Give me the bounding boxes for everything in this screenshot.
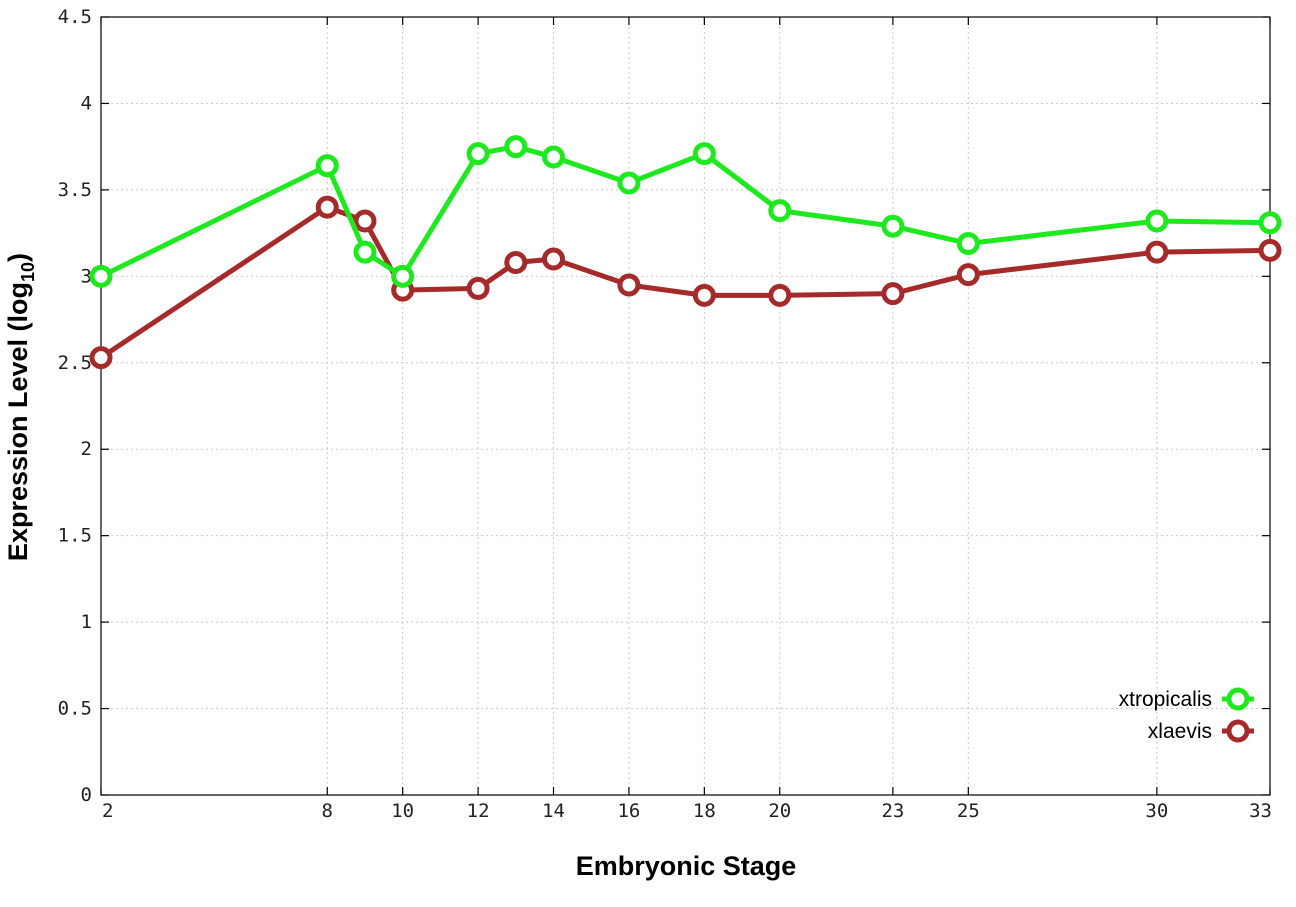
x-tick-label: 23 bbox=[881, 800, 904, 822]
x-tick-label: 18 bbox=[693, 800, 716, 822]
data-point-xtropicalis bbox=[768, 199, 792, 223]
legend-marker-xlaevis bbox=[1226, 719, 1250, 743]
data-point-xlaevis bbox=[881, 282, 905, 306]
data-point-xtropicalis bbox=[956, 231, 980, 255]
data-point-xlaevis bbox=[353, 209, 377, 233]
data-point-xlaevis bbox=[1145, 240, 1169, 264]
y-tick-label: 1.5 bbox=[58, 525, 92, 547]
data-point-xtropicalis bbox=[542, 145, 566, 169]
data-point-xlaevis bbox=[504, 251, 528, 275]
plot-frame bbox=[100, 16, 1271, 796]
data-point-xtropicalis bbox=[353, 240, 377, 264]
data-point-xtropicalis bbox=[881, 214, 905, 238]
series-line-xlaevis bbox=[99, 204, 1271, 360]
y-tick-label: 0.5 bbox=[58, 698, 92, 720]
data-point-xtropicalis bbox=[692, 142, 716, 166]
data-point-xlaevis bbox=[542, 247, 566, 271]
data-point-xtropicalis bbox=[391, 264, 415, 288]
x-axis-title: Embryonic Stage bbox=[576, 851, 797, 881]
legend-label-xtropicalis: xtropicalis bbox=[1119, 688, 1212, 711]
data-point-xlaevis bbox=[89, 346, 113, 370]
data-point-xtropicalis bbox=[504, 135, 528, 159]
data-point-xtropicalis bbox=[1258, 211, 1282, 235]
y-tick-label: 2.5 bbox=[58, 352, 92, 374]
x-tick-label: 16 bbox=[617, 800, 640, 822]
data-point-xtropicalis bbox=[315, 154, 339, 178]
legend: xtropicalis xlaevis bbox=[1119, 687, 1254, 743]
x-tick-label: 25 bbox=[957, 800, 980, 822]
y-tick-label: 3 bbox=[81, 265, 92, 287]
legend-marker-xtropicalis bbox=[1226, 687, 1250, 711]
x-tick-label: 10 bbox=[391, 800, 414, 822]
x-tick-label: 30 bbox=[1145, 800, 1168, 822]
y-tick-label: 0 bbox=[81, 784, 92, 806]
data-point-xtropicalis bbox=[617, 171, 641, 195]
data-point-xlaevis bbox=[617, 273, 641, 297]
data-point-xtropicalis bbox=[1145, 209, 1169, 233]
y-axis-title-end: ) bbox=[3, 253, 33, 262]
x-tick-label: 8 bbox=[322, 800, 333, 822]
data-point-xlaevis bbox=[466, 276, 490, 300]
data-point-xlaevis bbox=[956, 263, 980, 287]
tick-layer: 0 0.5 1 1.5 2 2.5 3 3.5 4 4.5 2 8 10 12 14 16 18 20 23 25 30… bbox=[58, 6, 1272, 822]
legend-label-xlaevis: xlaevis bbox=[1148, 720, 1212, 743]
x-tick-label: 12 bbox=[467, 800, 490, 822]
data-point-xtropicalis bbox=[89, 264, 113, 288]
data-point-xtropicalis bbox=[466, 142, 490, 166]
x-tick-label: 2 bbox=[102, 800, 113, 822]
y-axis-title-main: Expression Level (log bbox=[3, 282, 33, 561]
y-axis-title-subscript: 10 bbox=[18, 262, 38, 282]
data-point-xlaevis bbox=[315, 195, 339, 219]
data-point-xlaevis bbox=[692, 283, 716, 307]
x-tick-label: 14 bbox=[542, 800, 565, 822]
grid-layer bbox=[101, 17, 1270, 795]
y-axis-title: Expression Level (log10) bbox=[3, 253, 38, 561]
y-tick-label: 4 bbox=[81, 92, 92, 114]
y-tick-label: 1 bbox=[81, 611, 92, 633]
y-tick-label: 2 bbox=[81, 438, 92, 460]
x-tick-label: 20 bbox=[768, 800, 791, 822]
x-tick-label: 33 bbox=[1249, 800, 1272, 822]
y-tick-label: 3.5 bbox=[58, 179, 92, 201]
data-point-xlaevis bbox=[1258, 238, 1282, 262]
data-point-xlaevis bbox=[768, 283, 792, 307]
y-tick-label: 4.5 bbox=[58, 6, 92, 28]
series-line-xtropicalis bbox=[99, 144, 1271, 279]
series-layer bbox=[89, 135, 1282, 370]
